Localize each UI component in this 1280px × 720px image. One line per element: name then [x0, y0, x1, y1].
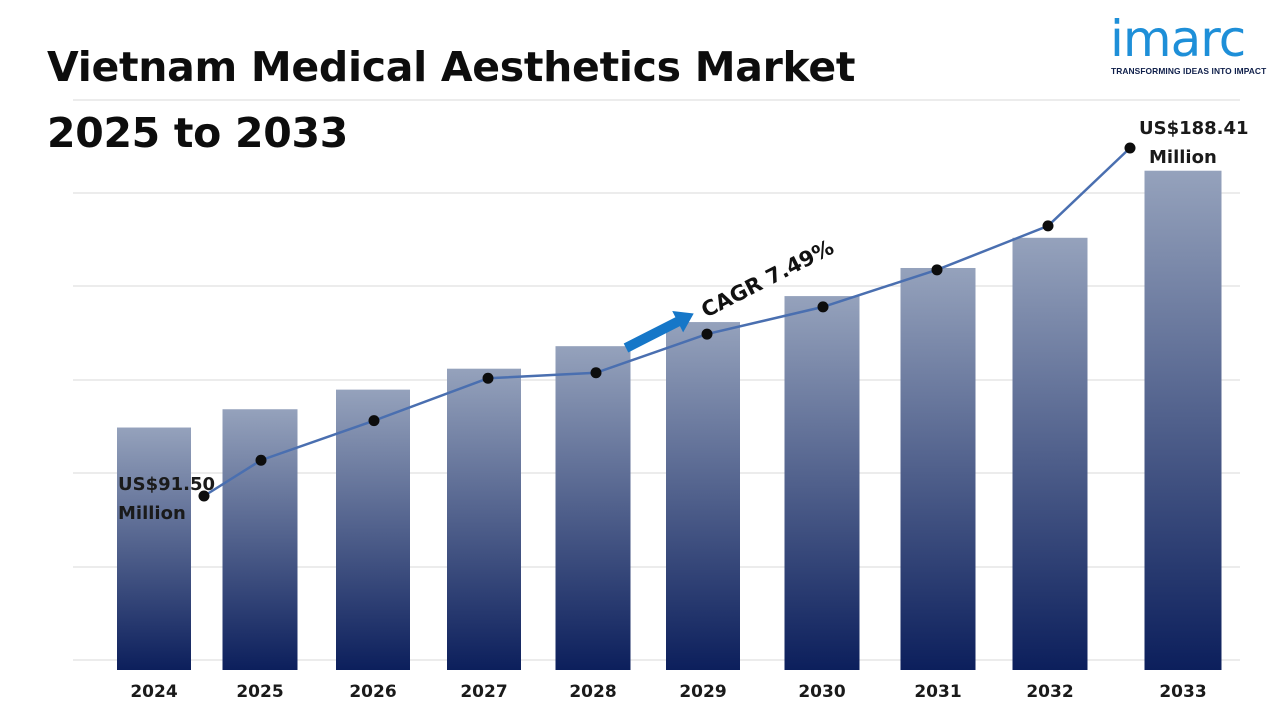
bar-2027	[447, 368, 521, 670]
trend-marker-2031	[931, 264, 943, 276]
x-tick-label: 2024	[130, 682, 177, 702]
x-tick-label: 2033	[1159, 682, 1206, 702]
trend-marker-2026	[368, 415, 380, 427]
imarc-logo: imarc TRANSFORMING IDEAS INTO IMPACT	[1108, 8, 1273, 80]
bar-2028	[555, 346, 631, 670]
cagr-arrow	[623, 310, 694, 353]
x-tick-label: 2032	[1026, 682, 1073, 702]
arrow-right-icon	[623, 310, 694, 353]
trend-marker-2028	[590, 367, 602, 379]
logo-wordmark: imarc	[1110, 10, 1246, 68]
x-tick-label: 2026	[349, 682, 396, 702]
bar-2024	[117, 427, 191, 670]
x-tick-label: 2029	[679, 682, 726, 702]
x-tick-label: 2031	[914, 682, 961, 702]
chart-title-line2: 2025 to 2033	[47, 109, 348, 157]
bar-2029	[666, 322, 740, 670]
bar-2033	[1144, 170, 1222, 670]
bar-2032	[1012, 237, 1088, 670]
start-value-label: US$91.50	[118, 474, 215, 495]
trend-marker-2024	[198, 490, 210, 502]
x-tick-label: 2030	[798, 682, 845, 702]
bars	[117, 170, 1222, 670]
chart-title: Vietnam Medical Aesthetics Market 2025 t…	[47, 34, 855, 166]
bar-2031	[900, 267, 976, 670]
trend-line	[198, 142, 1136, 502]
trend-marker-2027	[482, 372, 494, 384]
trend-marker-2029	[701, 328, 713, 340]
start-unit-label: Million	[118, 503, 186, 524]
end-value-label: US$188.41	[1139, 118, 1249, 139]
trend-line-path	[203, 147, 1131, 498]
end-unit-label: Million	[1149, 147, 1217, 168]
bar-2030	[784, 296, 860, 670]
trend-marker-2030	[817, 301, 829, 313]
x-tick-label: 2025	[236, 682, 283, 702]
chart-title-line1: Vietnam Medical Aesthetics Market	[47, 43, 856, 91]
bar-2026	[336, 389, 410, 670]
x-tick-label: 2027	[460, 682, 507, 702]
trend-marker-2025	[255, 454, 267, 466]
logo-tagline: TRANSFORMING IDEAS INTO IMPACT	[1111, 66, 1267, 76]
x-tick-label: 2028	[569, 682, 616, 702]
trend-marker-2032	[1042, 220, 1054, 232]
bar-2025	[222, 409, 298, 670]
trend-marker-2033	[1124, 142, 1136, 154]
